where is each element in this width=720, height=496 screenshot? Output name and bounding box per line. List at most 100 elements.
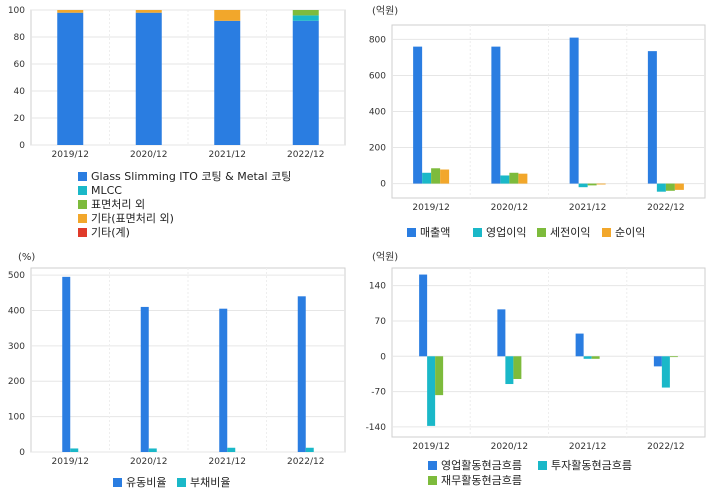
bar [57, 10, 84, 13]
x-tick-label: 2020/12 [491, 203, 528, 213]
legend-swatch [538, 461, 547, 470]
y-tick-label: 100 [8, 6, 25, 16]
legend-label: 영업활동현금흐름 [441, 458, 522, 472]
bar [578, 183, 588, 188]
x-tick-label: 2020/12 [491, 442, 528, 452]
y-tick-label: -140 [366, 423, 387, 433]
legend-swatch [78, 228, 87, 237]
legend-label: 영업이익 [486, 226, 526, 239]
bar [219, 308, 228, 452]
bar [505, 356, 514, 385]
legend: 유동비율 부채비율 [113, 476, 230, 489]
bar [674, 183, 684, 190]
bar [569, 37, 579, 184]
bar [669, 356, 678, 358]
y-tick-label: 800 [369, 35, 386, 45]
y-tick-label: -70 [371, 388, 386, 398]
y-tick-label: 300 [8, 342, 25, 352]
x-tick-label: 2022/12 [287, 150, 324, 160]
bar [148, 448, 157, 452]
bar [665, 183, 675, 191]
bar [647, 51, 657, 184]
legend-swatch [78, 186, 87, 195]
legend-label: MLCC [91, 184, 122, 197]
legend-label: 기타(계) [91, 226, 130, 239]
bar [214, 20, 241, 145]
legend-swatch [537, 228, 546, 237]
y-tick-label: 0 [19, 141, 25, 151]
x-tick-label: 2019/12 [412, 442, 449, 452]
chart-cashflow: -140 -70 0 70 140 (억원) 2019/12 2020/12 2021/12 20… [366, 251, 706, 487]
bar [57, 12, 84, 146]
x-tick-label: 2019/12 [412, 203, 449, 213]
legend-swatch [602, 228, 611, 237]
legend-label: 세전이익 [550, 226, 590, 239]
bar [583, 356, 592, 359]
y-tick-label: 80 [14, 33, 26, 43]
y-tick-label: 40 [14, 87, 26, 97]
bar [292, 10, 319, 16]
x-tick-label: 2021/12 [209, 150, 246, 160]
unit-label: (억원) [372, 5, 398, 17]
legend-swatch [428, 476, 437, 485]
bar [292, 20, 319, 145]
bar [518, 173, 528, 184]
legend-label: 매출액 [420, 226, 450, 239]
legend-swatch [407, 228, 416, 237]
y-tick-label: 0 [380, 180, 386, 190]
y-tick-label: 600 [369, 71, 386, 81]
bar [591, 356, 600, 359]
y-tick-label: 70 [375, 317, 387, 327]
x-tick-label: 2021/12 [569, 442, 606, 452]
legend: Glass Slimming ITO 코팅 & Metal 코팅MLCC표면처리… [78, 170, 291, 239]
legend-swatch [113, 478, 122, 487]
y-tick-label: 60 [14, 60, 26, 70]
legend-swatch [473, 228, 482, 237]
legend-swatch [78, 200, 87, 209]
x-tick-label: 2022/12 [647, 203, 684, 213]
legend-label: 부채비율 [190, 476, 230, 489]
bar [587, 183, 597, 186]
bar [135, 12, 162, 146]
bar [431, 168, 441, 184]
y-tick-label: 200 [369, 144, 386, 154]
legend-label: 표면처리 외 [91, 198, 145, 211]
x-tick-label: 2021/12 [569, 203, 606, 213]
y-tick-label: 400 [8, 306, 25, 316]
y-tick-label: 500 [8, 271, 25, 281]
legend-swatch [78, 172, 87, 181]
y-tick-label: 20 [14, 114, 26, 124]
x-tick-label: 2020/12 [130, 150, 167, 160]
bar [440, 169, 450, 184]
bar [297, 296, 306, 452]
legend-label: 순이익 [615, 226, 645, 239]
bar [62, 276, 71, 452]
bar [140, 306, 149, 452]
y-tick-label: 200 [8, 377, 25, 387]
x-tick-label: 2021/12 [209, 457, 246, 467]
y-tick-label: 100 [8, 413, 25, 423]
y-tick-label: 0 [19, 448, 25, 458]
legend-swatch [177, 478, 186, 487]
bar [422, 172, 432, 184]
legend-swatch [78, 214, 87, 223]
bar [596, 183, 606, 185]
legend-label: 투자활동현금흐름 [551, 458, 632, 472]
bar [427, 356, 436, 426]
bar [497, 309, 506, 357]
bar [500, 175, 510, 184]
bar [653, 356, 662, 367]
x-tick-label: 2020/12 [130, 457, 167, 467]
legend-label: 기타(표면처리 외) [91, 212, 174, 225]
x-tick-label: 2022/12 [647, 442, 684, 452]
legend-label: Glass Slimming ITO 코팅 & Metal 코팅 [91, 170, 291, 183]
bar [70, 448, 79, 452]
chart-ratios: 0 100 200 300 400 500 (%) 2019/12 2020/12 2021/12… [8, 252, 346, 489]
x-tick-label: 2019/12 [52, 150, 89, 160]
legend-label: 유동비율 [126, 476, 166, 489]
bar [435, 356, 444, 396]
bar [135, 10, 162, 13]
chart-income: 0 200 400 600 800 (억원) 2019/12 2020/12 2021/12 20… [369, 5, 706, 239]
bar [491, 46, 501, 184]
legend: 매출액 영업이익 세전이익 순이익 [407, 226, 645, 239]
